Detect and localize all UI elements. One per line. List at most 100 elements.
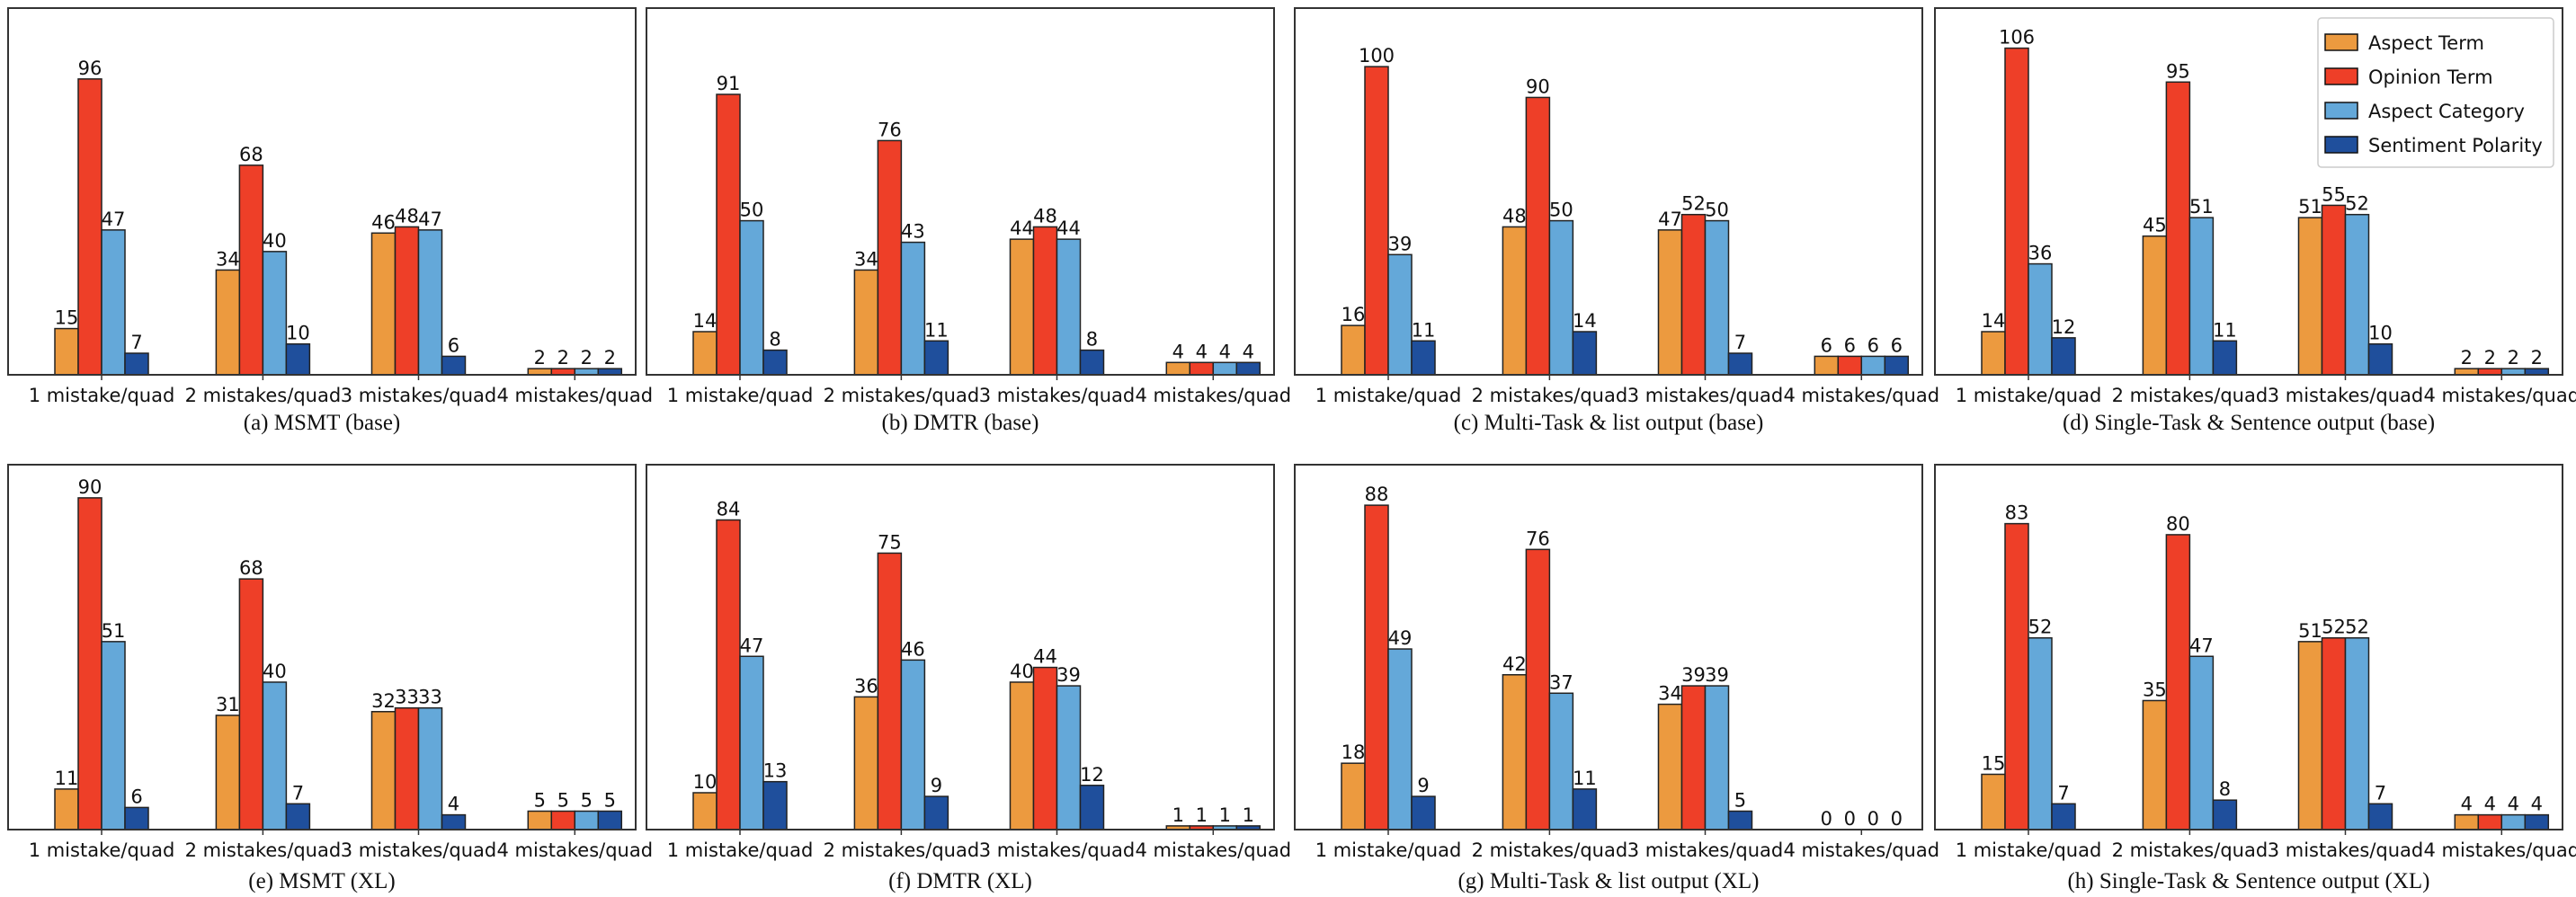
value-label: 48 [1033,205,1057,226]
value-label: 51 [2298,620,2322,642]
value-label: 33 [418,687,442,708]
legend-swatch [2324,67,2358,85]
value-label: 4 [2484,794,2496,815]
x-tick-label: 2 mistakes/quad [1472,385,1628,406]
value-label: 34 [216,248,240,270]
value-label: 6 [1844,334,1856,356]
x-tick-label: 2 mistakes/quad [185,839,342,861]
value-label: 5 [557,789,569,811]
bar [597,810,623,830]
x-tick-label: 3 mistakes/quad [979,385,1136,406]
x-tick-label: 4 mistakes/quad [1136,385,1292,406]
legend-label: Aspect Category [2368,101,2525,122]
value-label: 42 [1502,653,1527,675]
value-label: 48 [1502,205,1527,226]
value-label: 51 [2298,196,2322,218]
bar [2477,813,2503,830]
value-label: 5 [534,789,546,811]
value-label: 39 [1388,233,1413,254]
legend-label: Opinion Term [2368,67,2493,88]
axes-frame [646,7,1275,376]
value-label: 40 [263,661,287,682]
bar [716,519,741,830]
value-label: 50 [1549,200,1573,221]
value-label: 7 [1734,332,1746,353]
value-label: 83 [2005,502,2029,524]
axes-frame [1294,7,1923,376]
x-tick-label: 2 mistakes/quad [824,385,980,406]
axes-frame [1934,464,2563,830]
value-label: 2 [2461,347,2473,369]
value-label: 11 [55,768,79,789]
subplot-f: 10 36 40 1 84 75 44 1 47 46 39 1 13 9 12 1 1 mistake/qua… [646,464,1291,893]
bar [2212,799,2238,830]
value-label: 4 [2508,794,2519,815]
bar [1704,685,1730,830]
value-label: 80 [2166,513,2190,535]
bar [1981,773,2006,830]
value-label: 1 [1219,804,1231,826]
value-label: 2 [604,347,616,369]
bar [1079,349,1105,376]
subplot-e: 11 31 32 5 90 68 33 5 51 40 33 5 6 7 4 5 1 mistake/quad 2… [7,464,653,893]
value-label: 8 [769,329,780,351]
bar [900,659,926,830]
value-label: 7 [292,782,304,804]
value-label: 10 [286,323,310,344]
axes-frame [646,464,1275,830]
value-label: 14 [693,310,718,332]
subplot-caption: (g) Multi-Task & list output (XL) [1457,869,1759,893]
value-label: 55 [2322,183,2346,205]
bar [2321,636,2347,830]
bar [1387,648,1413,830]
bar [900,241,926,376]
value-label: 44 [1010,218,1034,239]
bar [877,552,903,830]
value-label: 51 [2189,196,2214,218]
subplot-caption: (e) MSMT (XL) [248,869,395,893]
value-label: 18 [1341,742,1366,763]
x-tick-label: 2 mistakes/quad [185,385,342,406]
bar [1502,674,1528,830]
bar [762,349,788,376]
bar [2454,813,2480,830]
bar [2165,534,2191,830]
axes-frame [7,464,637,830]
value-label: 8 [2219,778,2231,800]
value-label: 90 [78,476,103,498]
value-label: 46 [901,638,925,660]
bar [2028,262,2053,376]
bar [238,578,264,830]
bar [1548,692,1574,830]
bar [527,810,553,830]
bar [54,327,79,376]
bar [124,806,149,830]
value-label: 1 [1243,804,1254,826]
bar [54,788,79,830]
bar [101,641,126,830]
bar [2188,655,2215,830]
bar [2500,813,2527,830]
subplot-caption: (h) Single-Task & Sentence output (XL) [2067,869,2429,893]
bar [238,164,264,376]
bar [1411,795,1436,830]
value-label: 76 [1526,528,1550,549]
value-label: 1 [1196,804,1208,826]
value-label: 49 [1388,627,1413,649]
value-label: 12 [1080,764,1104,786]
value-label: 68 [239,144,263,165]
x-tick-label: 4 mistakes/quad [1784,385,1940,406]
bar [2500,368,2527,376]
value-label: 2 [581,347,593,369]
value-label: 7 [2375,782,2386,804]
value-label: 50 [1705,200,1729,221]
bar [1341,324,1366,376]
bar [2212,340,2238,376]
value-label: 75 [878,531,902,553]
value-label: 39 [1056,664,1081,686]
bar [1572,331,1598,376]
value-label: 48 [395,205,419,226]
x-tick-label: 3 mistakes/quad [2268,839,2424,861]
bar [370,711,397,830]
value-label: 88 [1365,484,1389,505]
